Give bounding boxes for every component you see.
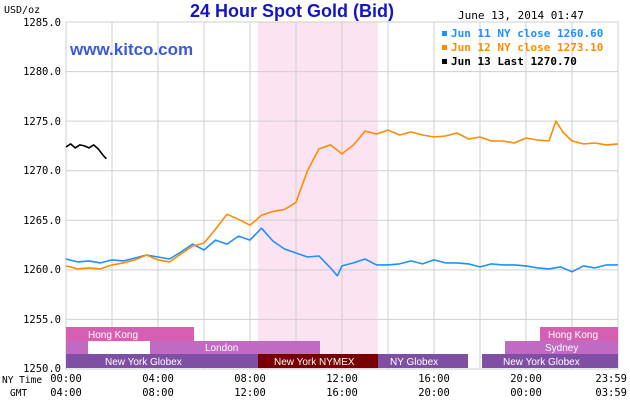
x-tick-ny: 04:00 [142,373,174,385]
legend-swatch-jun12 [442,45,447,50]
legend-label-jun12: Jun 12 NY close 1273.10 [451,41,603,54]
session-sydney [505,341,618,354]
series-line-jun13 [65,143,107,160]
legend-swatch-jun13 [442,59,447,64]
x-tick-ny: 12:00 [326,373,358,385]
series-lines [65,120,619,277]
legend-swatch-jun11 [442,31,447,36]
series-line-jun11 [65,227,618,277]
x-tick-gmt: 16:00 [326,387,358,399]
legend: Jun 11 NY close 1260.60 Jun 12 NY close … [442,27,603,68]
x-tick-ny: 08:00 [234,373,266,385]
y-tick-label: 1260.0 [23,264,61,276]
x-tick-gmt: 08:00 [142,387,174,399]
chart-timestamp: June 13, 2014 01:47 [458,9,584,22]
session-bands: Hong Kong Hong Kong London Sydney New Yo… [66,327,618,368]
y-tick-label: 1275.0 [23,116,61,128]
series-line-jun12 [65,120,619,270]
session-label-ny-globex: New York Globex [105,357,182,368]
x-tick-ny: 16:00 [418,373,450,385]
session-ny-globex [66,354,258,368]
y-tick-label: 1280.0 [23,66,61,78]
legend-label-jun11: Jun 11 NY close 1260.60 [451,27,603,40]
y-tick-labels: 1285.0 1280.0 1275.0 1270.0 1265.0 1260.… [23,17,61,375]
x-tick-ny: 23:59 [595,373,627,385]
watermark: www.kitco.com [69,40,193,59]
session-label-ny-globex-right: New York Globex [503,357,580,368]
x-tick-gmt: 12:00 [234,387,266,399]
session-hong-kong-right [540,327,618,341]
session-label-hong-kong: Hong Kong [88,330,138,341]
x-tick-ny: 20:00 [510,373,542,385]
legend-label-jun13: Jun 13 Last 1270.70 [451,55,577,68]
session-ny-globex-short [378,354,468,368]
x-axis-labels: NY Time GMT 00:00 04:00 08:00 12:00 16:0… [2,373,627,399]
x-tick-gmt: 00:00 [510,387,542,399]
session-label-sydney: Sydney [545,343,578,354]
chart-title: 24 Hour Spot Gold (Bid) [190,1,394,21]
y-tick-label: 1265.0 [23,215,61,227]
y-tick-label: 1270.0 [23,165,61,177]
x-tick-ny: 00:00 [50,373,82,385]
session-label-ny-globex-short: NY Globex [390,357,438,368]
nymex-session-shade [258,22,378,369]
x-tick-gmt: 04:00 [50,387,82,399]
session-hong-kong [66,327,194,341]
x-tick-gmt: 20:00 [418,387,450,399]
session-label-london: London [205,343,238,354]
session-ny-globex-right [482,354,618,368]
grid-lines [65,21,619,370]
y-tick-label: 1255.0 [23,314,61,326]
y-tick-label: 1250.0 [23,363,61,375]
session-london-gap [88,341,150,354]
x-tick-gmt: 03:59 [595,387,627,399]
y-tick-label: 1285.0 [23,17,61,29]
session-label-hong-kong-right: Hong Kong [548,330,598,341]
x-row-label-ny: NY Time [2,375,42,386]
unit-label: USD/oz [4,5,40,16]
x-row-label-gmt: GMT [10,388,27,399]
session-ny-nymex [258,354,378,368]
session-label-ny-nymex: New York NYMEX [274,357,355,368]
